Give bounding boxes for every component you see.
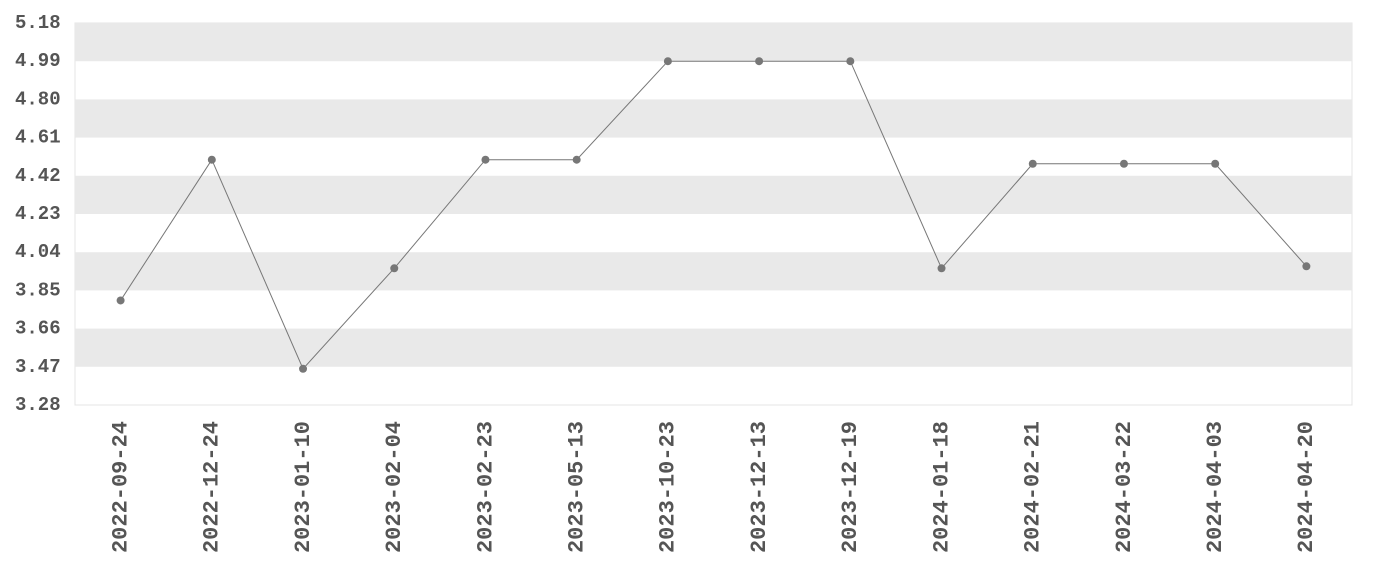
y-tick-label: 3.47: [15, 356, 61, 378]
y-tick-label: 4.80: [15, 88, 61, 110]
point: [663, 57, 672, 66]
x-tick-label: 2023-12-13: [747, 421, 772, 553]
y-tick-label: 3.66: [15, 318, 61, 340]
y-tick-label: 3.85: [15, 279, 61, 301]
x-tick-label: 2024-02-21: [1021, 421, 1046, 553]
x-tick-label: 2023-02-23: [473, 421, 498, 553]
y-tick-label: 5.18: [15, 12, 61, 34]
x-tick-label: 2023-01-10: [291, 421, 316, 553]
grid-band: [75, 328, 1352, 367]
x-tick-label: 2023-12-19: [838, 421, 863, 553]
y-tick-label: 4.04: [15, 241, 61, 263]
x-tick-label: 2022-09-24: [108, 421, 133, 553]
x-tick-label: 2024-01-18: [929, 421, 954, 553]
x-tick-label: 2022-12-24: [200, 421, 225, 553]
point: [1302, 262, 1311, 271]
grid-band: [75, 175, 1352, 214]
x-tick-label: 2023-10-23: [656, 421, 681, 553]
x-tick-label: 2023-02-04: [382, 421, 407, 553]
point: [1028, 159, 1037, 168]
point: [481, 155, 490, 164]
grid-band: [75, 99, 1352, 138]
x-tick-label: 2024-04-03: [1203, 421, 1228, 553]
line: [120, 60, 1307, 370]
x-tick-label: 2024-03-22: [1112, 421, 1137, 553]
point: [1211, 159, 1220, 168]
point: [572, 155, 581, 164]
grid-band: [75, 23, 1352, 62]
point: [937, 264, 946, 273]
y-tick-label: 4.99: [15, 50, 61, 72]
y-tick-label: 3.28: [15, 394, 61, 416]
point: [1119, 159, 1128, 168]
y-tick-label: 4.42: [15, 165, 61, 187]
point: [116, 296, 125, 305]
x-tick-label: 2023-05-13: [564, 421, 589, 553]
point: [207, 155, 216, 164]
y-tick-label: 4.23: [15, 203, 61, 225]
grid-band: [75, 252, 1352, 291]
point: [846, 57, 855, 66]
x-tick-label: 2024-04-20: [1294, 421, 1319, 553]
y-tick-label: 4.61: [15, 127, 61, 149]
point: [390, 264, 399, 273]
point: [755, 57, 764, 66]
point: [299, 364, 308, 373]
